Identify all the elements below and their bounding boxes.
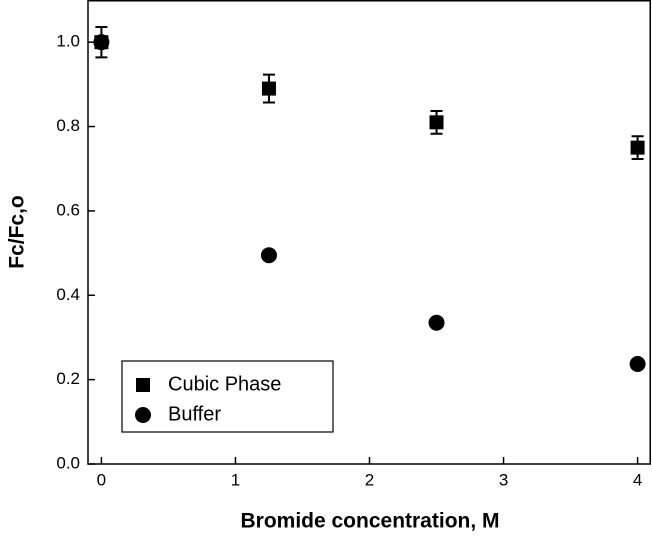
x-axis-title: Bromide concentration, M [240,510,499,533]
y-tick-label: 1.0 [56,32,80,51]
data-point [261,81,276,96]
legend-box [121,360,334,433]
data-point [629,356,646,373]
y-tick-label: 0.8 [56,116,80,135]
data-point [429,115,444,130]
y-tick-label: 0.0 [56,453,80,472]
x-tick-label: 2 [365,470,374,489]
x-tick-label: 0 [97,470,106,489]
x-tick-label: 4 [633,470,642,489]
y-tick-label: 0.6 [56,200,80,219]
x-tick-label: 1 [231,470,240,489]
x-tick-label: 3 [499,470,508,489]
y-axis-title: Fc/Fc,o [6,195,29,269]
legend-label: Cubic Phase [168,373,281,395]
y-tick-label: 0.2 [56,369,80,388]
data-point [630,140,645,155]
data-point [260,247,277,264]
legend-marker [135,407,151,423]
y-tick-label: 0.4 [56,285,80,304]
data-point [428,314,445,331]
legend-label: Buffer [168,403,221,425]
data-point [93,34,110,51]
legend-marker [136,378,150,392]
